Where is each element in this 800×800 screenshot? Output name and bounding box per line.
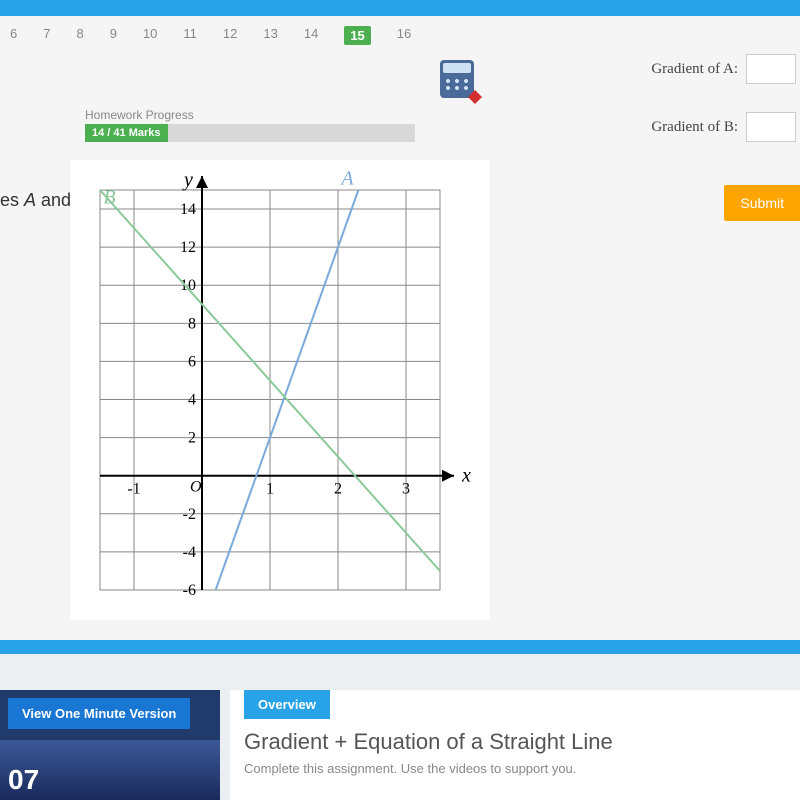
footer: View One Minute Version 07 Overview Grad… [0,654,800,800]
page-nav-10[interactable]: 10 [143,26,157,45]
overview-panel: Overview Gradient + Equation of a Straig… [230,690,800,800]
svg-text:10: 10 [180,277,196,294]
page-nav-15[interactable]: 15 [344,26,370,45]
svg-text:6: 6 [188,353,196,370]
svg-text:y: y [182,169,193,191]
gradient-a-input[interactable] [746,54,796,84]
svg-text:-1: -1 [127,481,140,498]
page-nav-14[interactable]: 14 [304,26,318,45]
svg-text:x: x [461,465,471,487]
svg-text:-4: -4 [183,544,196,561]
progress-bar: 14 / 41 Marks [85,124,415,142]
svg-text:12: 12 [180,239,196,256]
submit-button[interactable]: Submit [724,185,800,221]
svg-text:-6: -6 [183,582,196,599]
gradient-a-label: Gradient of A: [651,61,738,78]
tab-overview[interactable]: Overview [244,690,330,719]
svg-text:4: 4 [188,392,196,409]
svg-text:A: A [339,167,354,189]
page-nav-9[interactable]: 9 [110,26,117,45]
svg-text:3: 3 [402,481,410,498]
page-nav-12[interactable]: 12 [223,26,237,45]
top-bar [0,0,800,16]
page-nav-16[interactable]: 16 [397,26,411,45]
calculator-icon[interactable] [440,60,476,100]
page-nav-13[interactable]: 13 [263,26,277,45]
page-nav-8[interactable]: 8 [76,26,83,45]
svg-text:2: 2 [188,430,196,447]
progress-fill: 14 / 41 Marks [85,124,168,142]
svg-text:14: 14 [180,201,196,218]
page-nav-7[interactable]: 7 [43,26,50,45]
gradient-b-input[interactable] [746,112,796,142]
view-one-minute-button[interactable]: View One Minute Version [8,698,190,729]
svg-text:8: 8 [188,315,196,332]
homework-progress: Homework Progress 14 / 41 Marks [85,108,415,142]
assignment-title: Gradient + Equation of a Straight Line [244,729,786,755]
page-navigation: 6 7 8 9 10 11 12 13 14 15 16 [0,26,411,45]
svg-text:-2: -2 [183,506,196,523]
coordinate-graph: -1123-6-4-22468101214OxyAB [70,160,490,620]
assignment-subtitle: Complete this assignment. Use the videos… [244,761,786,776]
page-nav-11[interactable]: 11 [183,26,197,45]
svg-text:B: B [103,186,115,208]
svg-text:1: 1 [266,481,274,498]
page-nav-6[interactable]: 6 [10,26,17,45]
video-panel: View One Minute Version 07 [0,690,220,800]
progress-label: Homework Progress [85,108,415,122]
divider-bar [0,640,800,654]
gradient-b-label: Gradient of B: [651,119,738,136]
answer-panel: Gradient of A: Gradient of B: [620,50,800,174]
video-number: 07 [8,764,39,796]
svg-text:O: O [190,479,202,496]
svg-text:2: 2 [334,481,342,498]
